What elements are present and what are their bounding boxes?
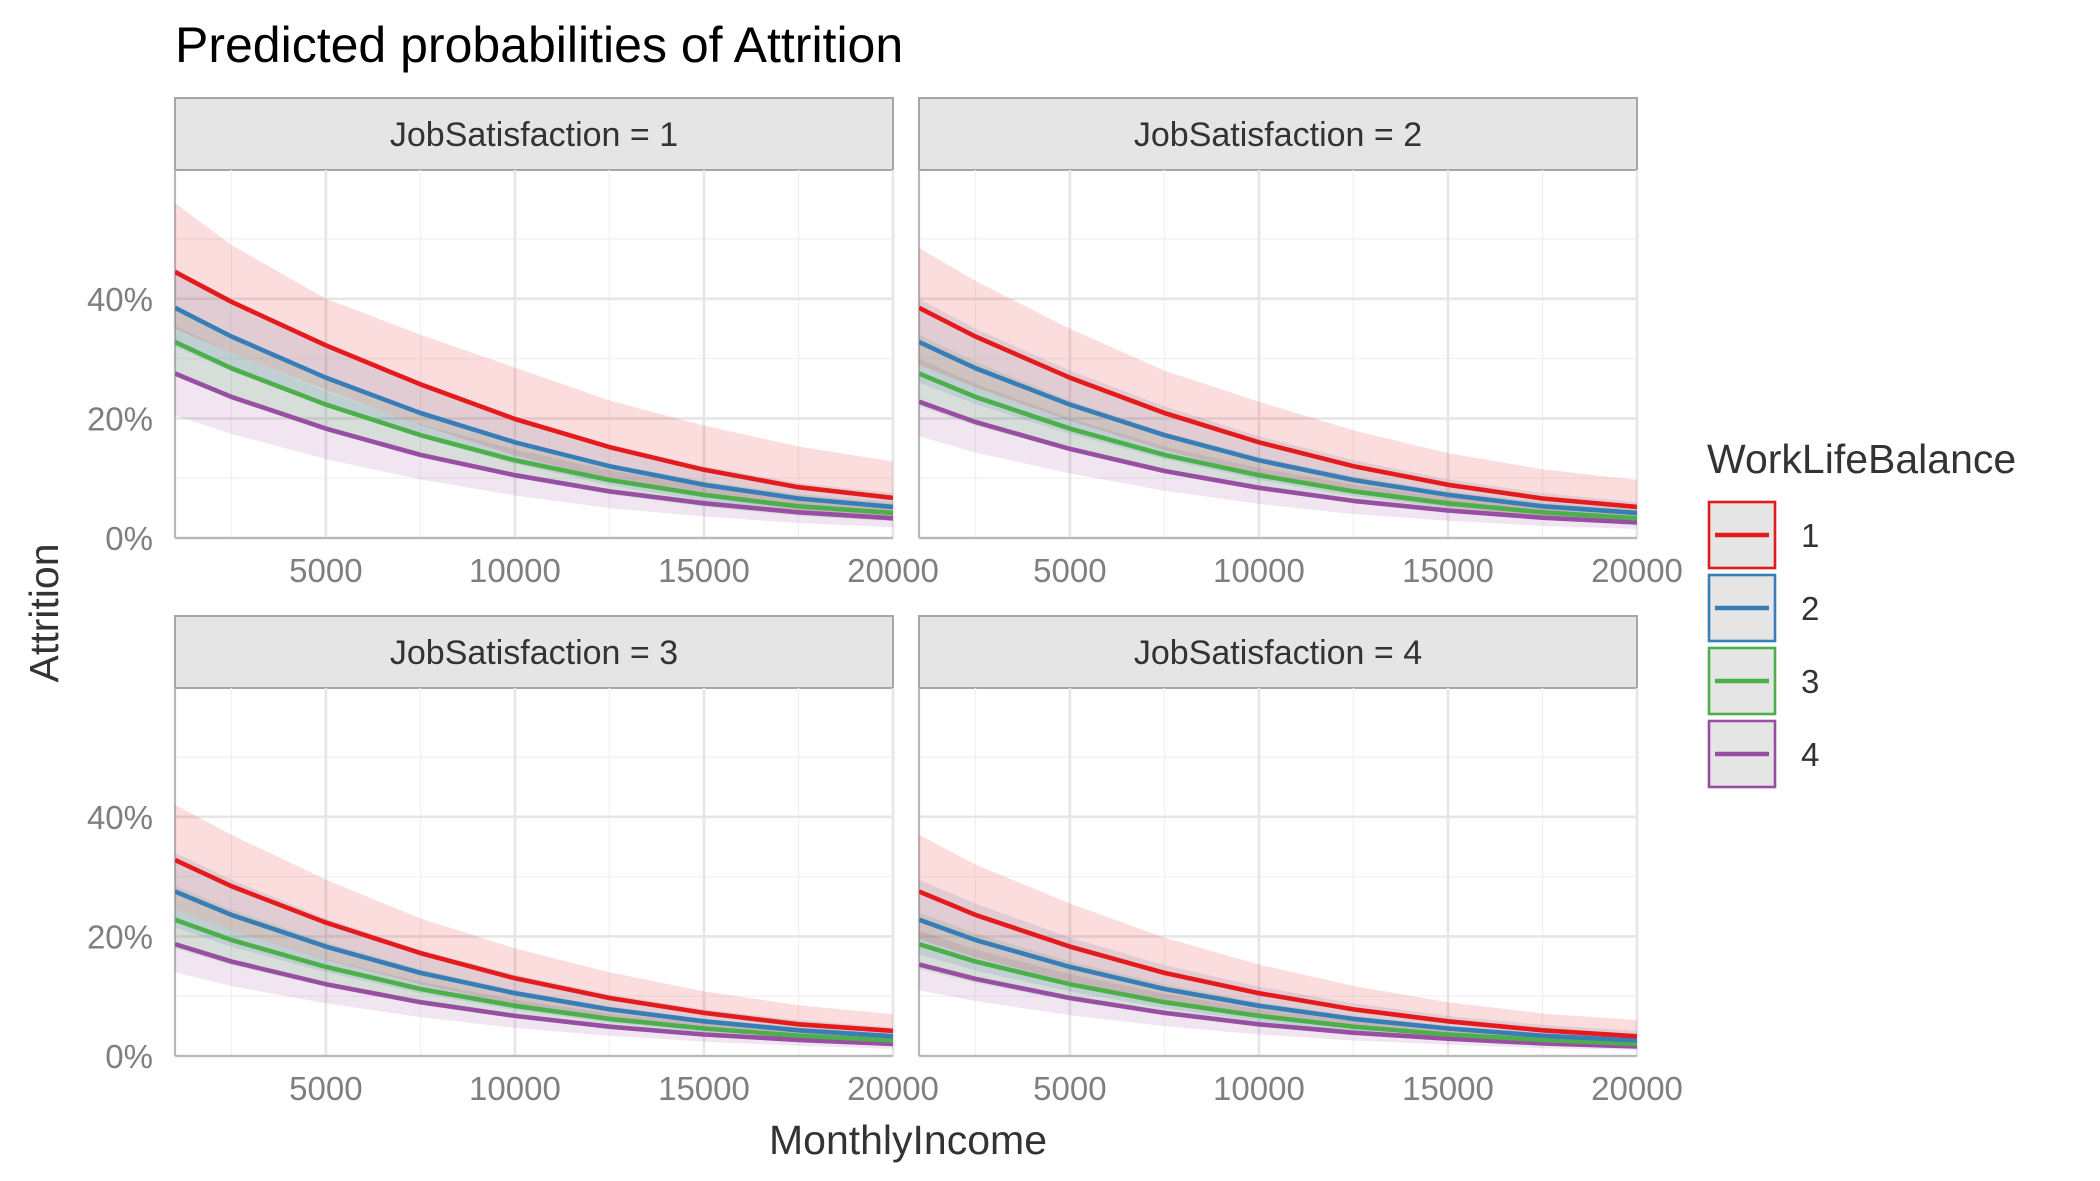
series-line-3 — [919, 942, 1637, 1047]
y-tick-label: 40% — [87, 799, 153, 836]
data-layer — [175, 203, 893, 528]
legend-item: 3 — [1707, 646, 1819, 716]
facet-strip-label: JobSatisfaction = 2 — [1134, 116, 1422, 154]
series-line-4 — [175, 942, 893, 1047]
ci-band-series-2 — [175, 268, 893, 519]
series-line-2 — [919, 917, 1637, 1043]
series-line-1 — [919, 889, 1637, 1039]
x-tick-label: 10000 — [1213, 552, 1305, 589]
series-line-1 — [175, 269, 893, 501]
ci-band-series-1 — [919, 248, 1637, 522]
series-line-3 — [919, 371, 1637, 521]
y-tick-label: 40% — [87, 281, 153, 318]
legend-label: 4 — [1801, 736, 1819, 773]
x-tick-label: 15000 — [1402, 1070, 1494, 1107]
x-tick-label: 20000 — [1591, 1070, 1683, 1107]
x-tick-label: 10000 — [469, 1070, 561, 1107]
facet-strip — [918, 615, 1638, 689]
facet-panel: JobSatisfaction = 4 5000 10000 15000 20000 — [917, 615, 1683, 1107]
series-line-2 — [175, 889, 893, 1039]
x-tick-label: 20000 — [847, 552, 939, 589]
facet-strip — [174, 615, 894, 689]
legend-title: WorkLifeBalance — [1707, 436, 2016, 482]
series-line-1 — [175, 857, 893, 1034]
data-layer — [919, 248, 1637, 529]
x-tick-label: 5000 — [289, 552, 362, 589]
ci-band-series-1 — [919, 834, 1637, 1046]
facet-strip-label: JobSatisfaction = 3 — [390, 634, 678, 672]
facet-strip — [918, 97, 1638, 171]
ci-band-series-1 — [175, 203, 893, 518]
legend-item: 1 — [1707, 500, 1819, 570]
facet-strip — [174, 97, 894, 171]
x-tick-label: 5000 — [1033, 1070, 1106, 1107]
x-tick-label: 20000 — [1591, 552, 1683, 589]
x-tick-label: 15000 — [658, 1070, 750, 1107]
y-tick-label: 0% — [105, 1038, 153, 1075]
facet-panels: JobSatisfaction = 1 0% 20% 40% 5000 10000 1500… — [87, 97, 1683, 1107]
legend-item: 2 — [1707, 573, 1819, 643]
series-line-4 — [919, 399, 1637, 525]
legend-label: 2 — [1801, 590, 1819, 627]
series-line-4 — [919, 962, 1637, 1049]
x-tick-label: 5000 — [289, 1070, 362, 1107]
x-tick-label: 10000 — [469, 552, 561, 589]
x-tick-label: 15000 — [1402, 552, 1494, 589]
x-tick-label: 20000 — [847, 1070, 939, 1107]
y-tick-label: 20% — [87, 918, 153, 955]
legend-label: 3 — [1801, 663, 1819, 700]
x-axis-title: MonthlyIncome — [769, 1117, 1047, 1163]
series-line-1 — [919, 305, 1637, 510]
series-line-3 — [175, 339, 893, 516]
data-layer — [919, 834, 1637, 1050]
series-line-3 — [175, 917, 893, 1043]
facet-panel: JobSatisfaction = 2 5000 10000 15000 20000 — [917, 97, 1683, 589]
y-tick-label: 20% — [87, 400, 153, 437]
facet-panel: JobSatisfaction = 3 0% 20% 40% 5000 10000 1500… — [87, 615, 939, 1107]
data-layer — [175, 804, 893, 1049]
legend-item: 4 — [1707, 719, 1819, 789]
x-tick-label: 5000 — [1033, 552, 1106, 589]
y-axis-title: Attrition — [21, 544, 67, 683]
series-line-2 — [175, 305, 893, 510]
facet-strip-label: JobSatisfaction = 4 — [1134, 634, 1422, 672]
series-line-4 — [175, 371, 893, 521]
legend-items: 1 2 3 4 — [1707, 500, 1819, 789]
x-tick-label: 10000 — [1213, 1070, 1305, 1107]
series-line-2 — [919, 339, 1637, 516]
x-tick-label: 15000 — [658, 552, 750, 589]
chart-title: Predicted probabilities of Attrition — [175, 17, 903, 73]
legend-label: 1 — [1801, 517, 1819, 554]
facet-panel: JobSatisfaction = 1 0% 20% 40% 5000 10000 1500… — [87, 97, 939, 589]
y-tick-label: 0% — [105, 520, 153, 557]
facet-strip-label: JobSatisfaction = 1 — [390, 116, 678, 154]
legend: WorkLifeBalance 1 2 3 4 — [1707, 436, 2016, 789]
